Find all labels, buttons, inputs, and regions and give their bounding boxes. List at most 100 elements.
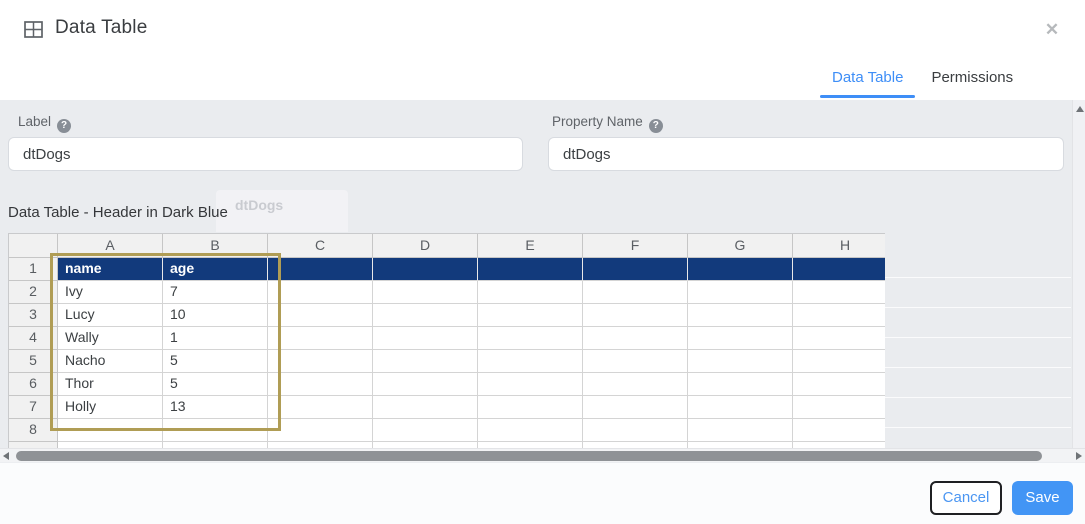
- horizontal-scrollbar-thumb[interactable]: [16, 451, 1042, 461]
- grid-cell[interactable]: Holly: [58, 396, 163, 419]
- grid-cell[interactable]: 10: [163, 304, 268, 327]
- close-icon[interactable]: ✕: [1044, 20, 1060, 39]
- grid-cell[interactable]: [793, 419, 885, 442]
- column-header[interactable]: H: [793, 234, 885, 258]
- grid-cell[interactable]: [163, 442, 268, 450]
- grid-cell[interactable]: [478, 396, 583, 419]
- help-icon[interactable]: ?: [648, 119, 663, 133]
- grid-cell[interactable]: [373, 258, 478, 281]
- tab-permissions[interactable]: Permissions: [931, 69, 1014, 86]
- grid-cell[interactable]: [268, 396, 373, 419]
- grid-cell[interactable]: [58, 419, 163, 442]
- column-header[interactable]: F: [583, 234, 688, 258]
- grid-cell[interactable]: [268, 304, 373, 327]
- grid-cell[interactable]: [478, 373, 583, 396]
- grid-cell[interactable]: [793, 281, 885, 304]
- grid-cell[interactable]: [373, 281, 478, 304]
- grid-cell[interactable]: Wally: [58, 327, 163, 350]
- grid-cell[interactable]: [163, 419, 268, 442]
- corner-cell[interactable]: [9, 234, 58, 258]
- row-number[interactable]: 4: [9, 327, 58, 350]
- grid-cell[interactable]: [793, 304, 885, 327]
- grid-cell[interactable]: [583, 419, 688, 442]
- property-name-input[interactable]: [548, 137, 1064, 171]
- grid-cell[interactable]: [373, 350, 478, 373]
- horizontal-scrollbar[interactable]: [0, 448, 1085, 462]
- column-header[interactable]: A: [58, 234, 163, 258]
- grid-cell[interactable]: [373, 327, 478, 350]
- grid-cell[interactable]: [373, 396, 478, 419]
- save-button[interactable]: Save: [1012, 481, 1073, 515]
- grid-cell[interactable]: [268, 373, 373, 396]
- grid-cell[interactable]: [478, 419, 583, 442]
- grid-cell[interactable]: [583, 373, 688, 396]
- grid-cell[interactable]: Ivy: [58, 281, 163, 304]
- row-number[interactable]: [9, 442, 58, 450]
- help-icon[interactable]: ?: [57, 119, 72, 133]
- scroll-right-arrow-icon[interactable]: [1076, 452, 1082, 460]
- grid-cell[interactable]: [373, 304, 478, 327]
- grid-cell[interactable]: [478, 442, 583, 450]
- row-number[interactable]: 2: [9, 281, 58, 304]
- grid-cell[interactable]: [793, 396, 885, 419]
- row-number[interactable]: 3: [9, 304, 58, 327]
- column-header[interactable]: C: [268, 234, 373, 258]
- grid-cell[interactable]: [583, 304, 688, 327]
- row-number[interactable]: 8: [9, 419, 58, 442]
- grid-cell[interactable]: [373, 373, 478, 396]
- grid-cell[interactable]: [373, 442, 478, 450]
- grid-cell[interactable]: 5: [163, 373, 268, 396]
- grid-cell[interactable]: [688, 396, 793, 419]
- grid-cell[interactable]: [688, 258, 793, 281]
- grid-cell[interactable]: [268, 327, 373, 350]
- cancel-button[interactable]: Cancel: [930, 481, 1002, 515]
- grid-cell[interactable]: [583, 442, 688, 450]
- grid-cell[interactable]: [373, 419, 478, 442]
- grid-cell[interactable]: [583, 350, 688, 373]
- grid-cell[interactable]: [793, 373, 885, 396]
- column-header[interactable]: G: [688, 234, 793, 258]
- grid-cell[interactable]: [58, 442, 163, 450]
- grid-cell[interactable]: [268, 419, 373, 442]
- label-input[interactable]: [8, 137, 523, 171]
- grid-cell[interactable]: [793, 327, 885, 350]
- grid-cell[interactable]: [268, 442, 373, 450]
- grid-cell[interactable]: [688, 442, 793, 450]
- grid-cell[interactable]: [793, 350, 885, 373]
- grid-cell[interactable]: 13: [163, 396, 268, 419]
- grid-cell[interactable]: [478, 327, 583, 350]
- grid-cell[interactable]: [478, 258, 583, 281]
- grid-cell[interactable]: [688, 327, 793, 350]
- row-number[interactable]: 5: [9, 350, 58, 373]
- column-header[interactable]: E: [478, 234, 583, 258]
- grid-cell[interactable]: Lucy: [58, 304, 163, 327]
- grid-cell[interactable]: [478, 281, 583, 304]
- grid-cell[interactable]: [583, 281, 688, 304]
- scroll-up-arrow-icon[interactable]: [1076, 106, 1084, 112]
- grid-cell[interactable]: [268, 258, 373, 281]
- grid-cell[interactable]: 5: [163, 350, 268, 373]
- grid-cell[interactable]: [688, 304, 793, 327]
- grid-cell[interactable]: 1: [163, 327, 268, 350]
- vertical-scrollbar[interactable]: [1072, 100, 1085, 448]
- grid-cell[interactable]: [688, 281, 793, 304]
- grid-cell[interactable]: [583, 327, 688, 350]
- grid-cell[interactable]: [478, 350, 583, 373]
- grid-cell[interactable]: [583, 258, 688, 281]
- grid-cell[interactable]: [688, 350, 793, 373]
- row-number[interactable]: 6: [9, 373, 58, 396]
- grid-cell[interactable]: [268, 350, 373, 373]
- grid-cell[interactable]: [268, 281, 373, 304]
- row-number[interactable]: 7: [9, 396, 58, 419]
- tab-data-table[interactable]: Data Table: [818, 60, 917, 100]
- grid-cell[interactable]: [478, 304, 583, 327]
- grid-cell[interactable]: [688, 419, 793, 442]
- grid-cell[interactable]: Nacho: [58, 350, 163, 373]
- grid-cell[interactable]: [688, 373, 793, 396]
- scroll-left-arrow-icon[interactable]: [3, 452, 9, 460]
- grid-cell[interactable]: [583, 396, 688, 419]
- column-header[interactable]: B: [163, 234, 268, 258]
- grid-cell[interactable]: [793, 258, 885, 281]
- grid-cell[interactable]: Thor: [58, 373, 163, 396]
- column-header[interactable]: D: [373, 234, 478, 258]
